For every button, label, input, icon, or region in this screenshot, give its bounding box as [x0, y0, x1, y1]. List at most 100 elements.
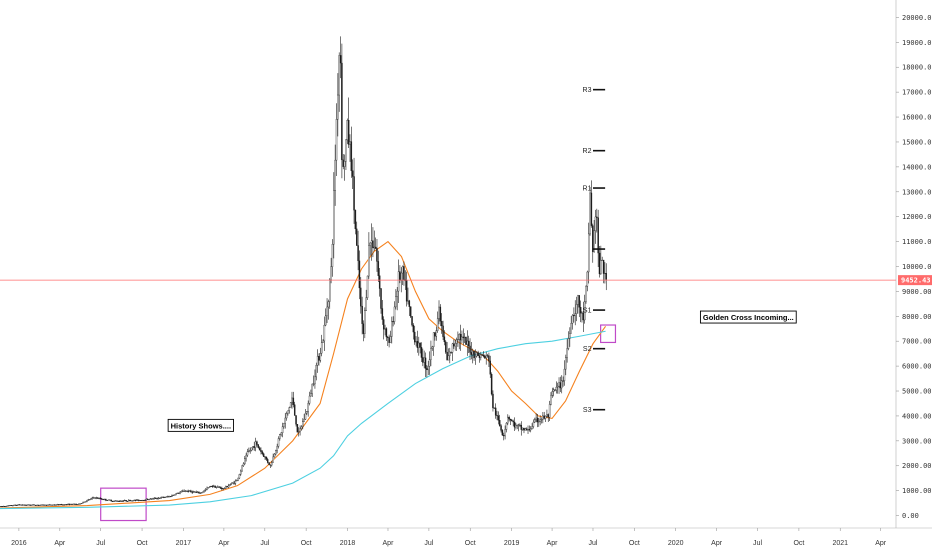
- x-tick-label: 2018: [340, 540, 356, 547]
- candle-body: [118, 500, 121, 502]
- candle-body: [256, 441, 258, 445]
- candle-body: [246, 451, 249, 456]
- candle-body: [146, 498, 149, 500]
- candle-body: [280, 432, 282, 435]
- candle-body: [396, 290, 398, 297]
- candle-body: [330, 266, 332, 281]
- candle-body: [353, 176, 355, 211]
- candle-body: [10, 505, 13, 507]
- candle-body: [337, 94, 339, 120]
- candle-body: [457, 339, 459, 341]
- candle-body: [418, 342, 420, 348]
- candle-body: [57, 504, 60, 506]
- candle-body: [308, 395, 311, 404]
- candle-body: [562, 380, 564, 382]
- pivot-label: R3: [583, 87, 592, 94]
- candle-body: [462, 336, 465, 339]
- candle-body: [60, 504, 63, 506]
- y-tick-label: 13000.00: [902, 188, 932, 196]
- candle-body: [130, 500, 133, 502]
- candle-body: [165, 496, 168, 498]
- candle-body: [505, 422, 508, 430]
- candle-body: [184, 490, 187, 492]
- x-tick-label: 2016: [11, 540, 27, 547]
- candle-body: [570, 323, 572, 334]
- candle-body: [534, 419, 536, 423]
- candle-body: [277, 438, 280, 447]
- candle-body: [401, 266, 404, 274]
- y-axis[interactable]: 0.00 1000.00 2000.00 3000.00 4000.00 5000.00 6…: [895, 0, 932, 528]
- candle-body: [540, 419, 543, 421]
- candle-body: [490, 374, 493, 395]
- candle-body: [134, 499, 137, 501]
- candle-body: [24, 504, 26, 506]
- candle-body: [478, 355, 481, 358]
- pivot-label: R2: [583, 148, 592, 155]
- candle-body: [369, 242, 371, 246]
- candle-body: [559, 382, 562, 389]
- candle-body: [439, 306, 442, 322]
- candle-body: [438, 306, 440, 319]
- candle-body: [339, 55, 342, 64]
- candle-body: [117, 500, 119, 502]
- y-tick-label: 2000.00: [902, 462, 932, 470]
- candle-body: [392, 321, 394, 323]
- candle-body: [436, 318, 439, 331]
- candle-body: [364, 310, 366, 334]
- candle-body: [63, 504, 65, 506]
- candle-body: [320, 342, 323, 354]
- pivot-label: S1: [583, 308, 592, 315]
- candle-body: [520, 425, 523, 430]
- candle-body: [126, 500, 129, 502]
- candle-body: [357, 245, 359, 262]
- candle-body: [454, 343, 456, 347]
- candle-body: [265, 456, 268, 460]
- candle-body: [419, 342, 421, 348]
- candle-body: [582, 312, 585, 321]
- candle-body: [535, 417, 537, 420]
- candle-body: [26, 504, 29, 506]
- candle-body: [281, 426, 284, 434]
- x-tick-label: 2020: [668, 540, 684, 547]
- y-tick-label: 16000.00: [902, 114, 932, 122]
- candle-body: [554, 389, 556, 391]
- candle-body: [231, 482, 234, 484]
- x-tick-label: Oct: [301, 540, 312, 547]
- candle-body: [191, 491, 193, 493]
- candle-body: [76, 504, 79, 505]
- candle-body: [279, 434, 281, 439]
- candle-body: [241, 465, 243, 472]
- annotation-box: [167, 418, 234, 432]
- candle-body: [93, 497, 95, 499]
- candle-body: [411, 316, 413, 326]
- candle-body: [155, 497, 157, 499]
- candle-body: [415, 341, 417, 343]
- candle-body: [577, 295, 579, 305]
- candle-body: [416, 341, 419, 348]
- x-tick-label: Apr: [218, 540, 230, 547]
- x-axis[interactable]: 2016 Apr Jul Oct 2017 Apr Jul Oct 2018 Apr Jul Oct 2…: [0, 527, 932, 547]
- candle-body: [555, 386, 558, 391]
- candle-body: [347, 120, 350, 145]
- candle-body: [581, 312, 583, 314]
- candle-body: [75, 503, 77, 505]
- candle-body: [509, 418, 512, 421]
- candle-body: [446, 351, 448, 361]
- candle-body: [494, 407, 497, 416]
- candle-body: [316, 356, 319, 366]
- candle-body: [565, 357, 567, 370]
- candle-body: [67, 503, 69, 505]
- candle-body: [459, 333, 462, 341]
- candle-body: [164, 497, 166, 498]
- candle-body: [378, 275, 381, 289]
- candle-body: [476, 352, 478, 357]
- candle-body: [516, 424, 518, 426]
- candle-body: [331, 243, 334, 267]
- candle-body: [455, 339, 458, 344]
- x-tick-label: Jul: [260, 540, 269, 547]
- candle-body: [524, 428, 527, 431]
- y-tick-label: 19000.00: [902, 39, 932, 47]
- candle-body: [109, 499, 111, 501]
